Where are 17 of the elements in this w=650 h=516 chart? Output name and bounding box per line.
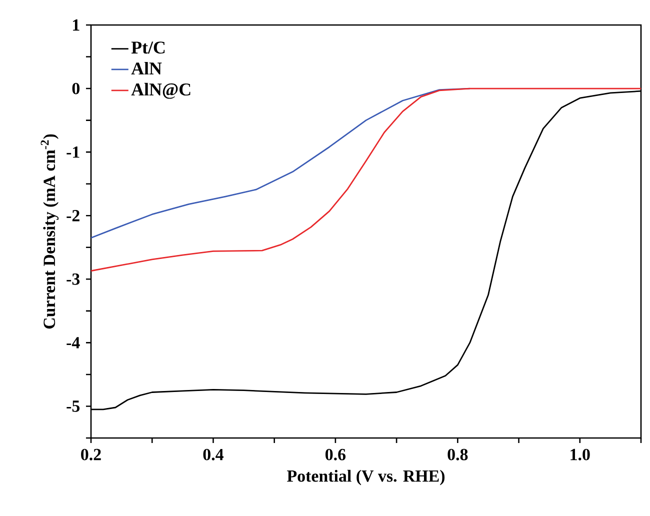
x-tick-label: 0.6 [325, 448, 346, 460]
y-tick-label: -5 [66, 400, 80, 412]
x-axis-title: Potential (V vs. RHE) [287, 470, 445, 486]
legend-label: Pt/C [131, 42, 165, 54]
y-tick-label: -1 [66, 146, 80, 158]
y-tick-label: 1 [73, 19, 80, 31]
x-tick-label: 0.2 [81, 448, 101, 460]
x-tick-label: 1.0 [570, 448, 590, 460]
legend-label: AlN@C [131, 82, 190, 99]
y-tick-label: -3 [66, 273, 80, 285]
y-tick-label: 0 [72, 82, 80, 94]
y-tick-label: -2 [66, 210, 80, 222]
y-axis-title: Current Density (mA cm$^{-2}$) [40, 134, 59, 329]
y-tick-label: -4 [66, 337, 80, 348]
x-tick-label: 0.4 [203, 448, 224, 460]
legend-label: AlN [131, 62, 162, 74]
x-tick-label: 0.8 [448, 448, 468, 460]
